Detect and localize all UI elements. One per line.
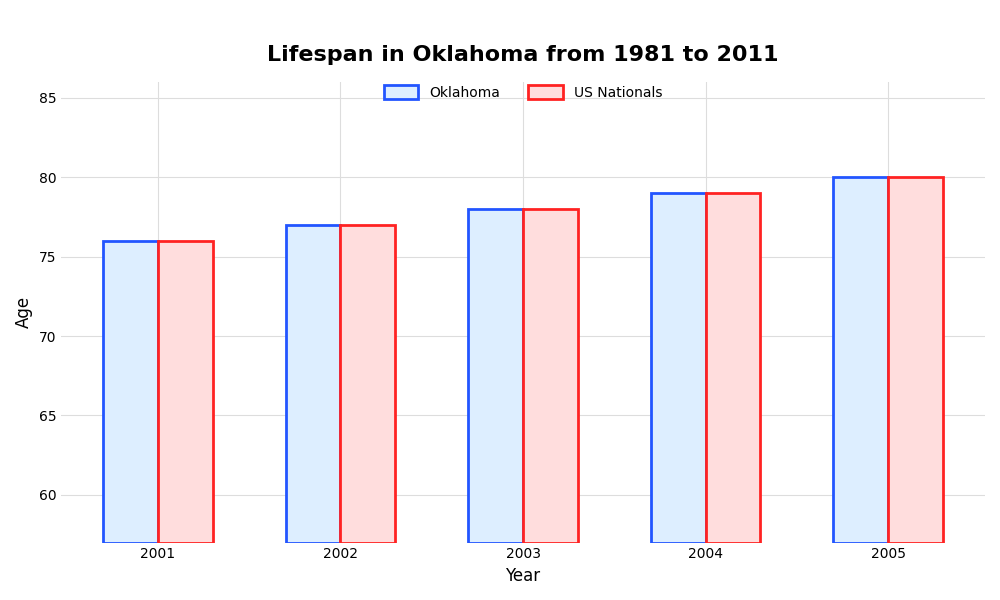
Bar bbox=[706, 193, 760, 542]
X-axis label: Year: Year bbox=[505, 567, 541, 585]
Bar bbox=[158, 241, 213, 542]
Title: Lifespan in Oklahoma from 1981 to 2011: Lifespan in Oklahoma from 1981 to 2011 bbox=[267, 45, 779, 65]
Bar bbox=[651, 193, 706, 542]
Bar bbox=[833, 177, 888, 542]
Legend: Oklahoma, US Nationals: Oklahoma, US Nationals bbox=[378, 80, 668, 106]
Bar bbox=[286, 225, 340, 542]
Y-axis label: Age: Age bbox=[15, 296, 33, 328]
Bar bbox=[888, 177, 943, 542]
Bar bbox=[103, 241, 158, 542]
Bar bbox=[523, 209, 578, 542]
Bar bbox=[468, 209, 523, 542]
Bar bbox=[340, 225, 395, 542]
